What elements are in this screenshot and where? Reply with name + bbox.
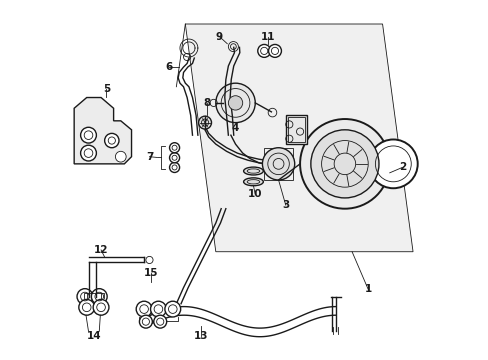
Circle shape <box>169 153 179 163</box>
Circle shape <box>198 116 211 129</box>
Text: 11: 11 <box>260 32 274 41</box>
Text: 12: 12 <box>94 245 108 255</box>
Polygon shape <box>74 98 131 164</box>
Text: 14: 14 <box>86 331 101 341</box>
Circle shape <box>79 300 94 315</box>
Text: 15: 15 <box>144 268 158 278</box>
Text: 3: 3 <box>282 200 289 210</box>
Text: 13: 13 <box>194 331 208 341</box>
Polygon shape <box>185 24 412 252</box>
Text: 8: 8 <box>203 98 210 108</box>
Bar <box>264 148 292 180</box>
Circle shape <box>169 143 179 153</box>
Text: 7: 7 <box>145 152 153 162</box>
Circle shape <box>257 44 270 57</box>
Circle shape <box>93 300 109 315</box>
Text: 4: 4 <box>231 123 239 133</box>
Text: 9: 9 <box>215 32 223 41</box>
Circle shape <box>164 301 180 317</box>
Text: 6: 6 <box>165 62 172 72</box>
Circle shape <box>368 139 417 188</box>
Circle shape <box>310 130 378 198</box>
Circle shape <box>139 315 152 328</box>
Circle shape <box>262 148 294 180</box>
Bar <box>287 117 305 142</box>
Circle shape <box>169 162 179 172</box>
Text: 5: 5 <box>102 84 110 94</box>
Text: 1: 1 <box>364 284 371 294</box>
Ellipse shape <box>243 167 263 175</box>
Circle shape <box>215 83 255 123</box>
Text: 10: 10 <box>247 189 262 199</box>
Circle shape <box>104 134 119 148</box>
Circle shape <box>136 301 152 317</box>
Circle shape <box>153 315 166 328</box>
Circle shape <box>268 44 281 57</box>
Circle shape <box>91 289 107 305</box>
Circle shape <box>150 301 166 317</box>
Circle shape <box>300 119 389 209</box>
Circle shape <box>115 151 126 162</box>
Text: 2: 2 <box>398 162 405 172</box>
Circle shape <box>77 289 93 305</box>
Bar <box>285 116 306 144</box>
Circle shape <box>228 96 242 110</box>
Circle shape <box>81 145 96 161</box>
Circle shape <box>81 127 96 143</box>
Ellipse shape <box>243 178 263 186</box>
